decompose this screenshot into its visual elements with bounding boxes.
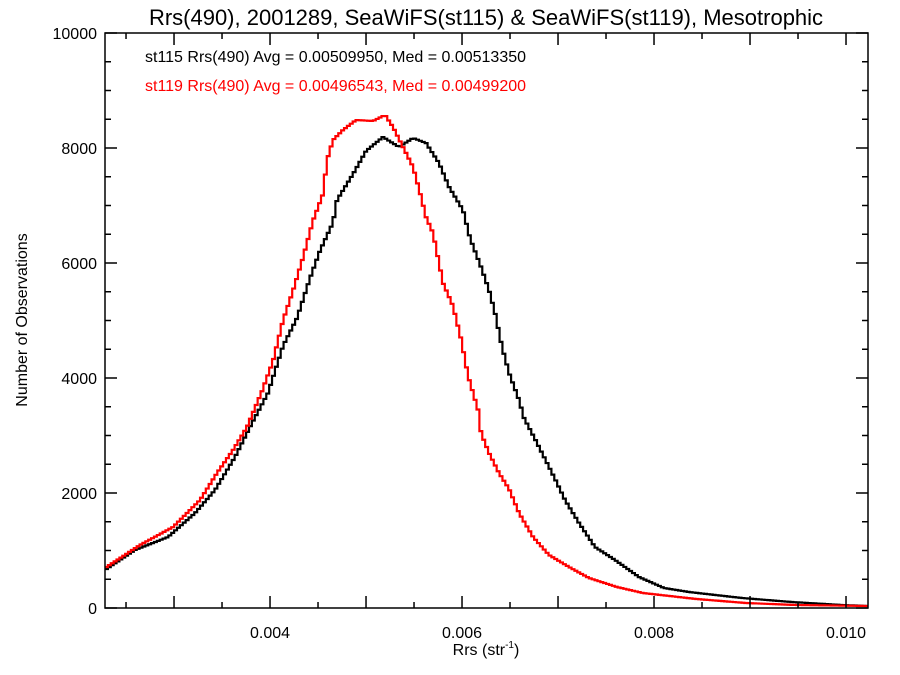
annotation-st119: st119 Rrs(490) Avg = 0.00496543, Med = 0… — [145, 78, 526, 95]
series-line-st119 — [105, 114, 868, 608]
y-tick-label: 0 — [88, 601, 97, 618]
x-tick-label: 0.008 — [634, 625, 674, 642]
y-tick-label: 4000 — [61, 371, 97, 388]
chart-title: Rrs(490), 2001289, SeaWiFS(st115) & SeaW… — [149, 5, 823, 30]
plot-area — [105, 114, 868, 608]
x-axis-label-main: Rrs (str — [453, 642, 506, 659]
y-tick-label: 8000 — [61, 141, 97, 158]
y-tick-label: 10000 — [53, 26, 98, 43]
x-tick-label: 0.004 — [250, 625, 290, 642]
axis-ticks — [105, 32, 868, 609]
x-tick-label: 0.006 — [442, 625, 482, 642]
x-axis-label-superscript: -1 — [505, 640, 514, 651]
plot-frame — [104, 32, 869, 609]
series-line-st115 — [105, 136, 868, 608]
x-tick-label: 0.010 — [826, 625, 866, 642]
y-tick-label: 2000 — [61, 486, 97, 503]
annotation-st115: st115 Rrs(490) Avg = 0.00509950, Med = 0… — [145, 49, 526, 66]
x-axis-label-close: ) — [514, 642, 519, 659]
y-axis-label: Number of Observations — [14, 233, 31, 406]
x-axis-label: Rrs (str-1) — [453, 640, 520, 659]
y-tick-label: 6000 — [61, 256, 97, 273]
axis-tick-labels: 0.004 0.006 0.008 0.010 0 2000 4000 6000 8000 100… — [53, 26, 867, 642]
